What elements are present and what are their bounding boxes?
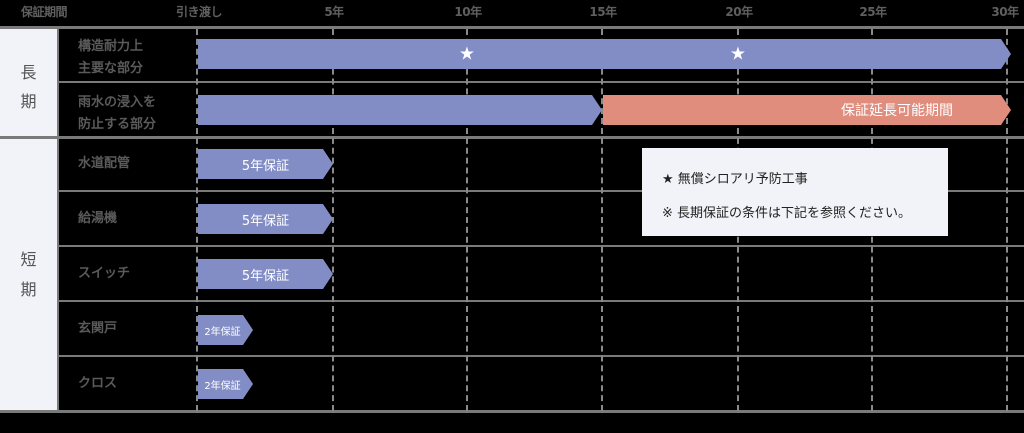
gridline-10y	[466, 29, 468, 411]
tick-20y: 20年	[725, 5, 753, 19]
tick-30y: 30年	[991, 5, 1019, 19]
row-divider	[58, 355, 1024, 357]
bar-entrance-door: 2年保証	[198, 315, 253, 345]
bar-wallpaper: 2年保証	[198, 369, 253, 399]
period-header: 保証期間	[20, 5, 68, 19]
group-short-char2: 期	[20, 280, 37, 299]
row-divider	[58, 190, 1024, 192]
group-long-char1: 長	[20, 63, 37, 82]
row-divider	[58, 245, 1024, 247]
bar-plumbing: 5年保証	[198, 149, 333, 179]
row-label-wallpaper: クロス	[78, 376, 118, 391]
bar-rainwater-extension: 保証延長可能期間	[603, 95, 1011, 125]
row-label-plumbing: 水道配管	[78, 156, 131, 171]
legend-box: ★ 無償シロアリ予防工事 ※ 長期保証の条件は下記を参照ください。	[642, 148, 948, 236]
group-short-char1: 短	[20, 250, 37, 269]
tick-handover: 引き渡し	[175, 5, 223, 19]
star-icon: ★	[458, 43, 476, 65]
star-icon: ★	[729, 43, 747, 65]
bar-switch: 5年保証	[198, 259, 333, 289]
gridline-30y	[1006, 29, 1008, 411]
bar-structure-30y	[198, 39, 1011, 69]
row-label-entrance-door: 玄関戸	[78, 321, 118, 336]
row-label-rainwater: 雨水の浸入を 防止する部分	[78, 95, 157, 132]
tick-25y: 25年	[859, 5, 887, 19]
row-label-structure: 構造耐力上 主要な部分	[78, 39, 144, 76]
group-column	[0, 29, 59, 411]
tick-15y: 15年	[589, 5, 617, 19]
row-divider	[58, 81, 1024, 83]
gridline-15y	[601, 29, 603, 411]
gridline-0y	[196, 29, 198, 411]
group-divider	[0, 136, 1024, 139]
extension-label: 保証延長可能期間	[841, 103, 953, 119]
bottom-divider	[0, 410, 1024, 413]
legend-condition-note: ※ 長期保証の条件は下記を参照ください。	[662, 206, 912, 221]
tick-5y: 5年	[324, 5, 344, 19]
bar-water-heater: 5年保証	[198, 204, 333, 234]
row-label-water-heater: 給湯機	[78, 211, 118, 226]
gridline-5y	[332, 29, 334, 411]
tick-10y: 10年	[454, 5, 482, 19]
legend-star-note: ★ 無償シロアリ予防工事	[662, 172, 808, 187]
row-label-switch: スイッチ	[78, 266, 131, 281]
bar-rainwater-15y	[198, 95, 602, 125]
group-long-char2: 期	[20, 92, 37, 111]
row-divider	[58, 300, 1024, 302]
header-divider	[0, 26, 1024, 29]
